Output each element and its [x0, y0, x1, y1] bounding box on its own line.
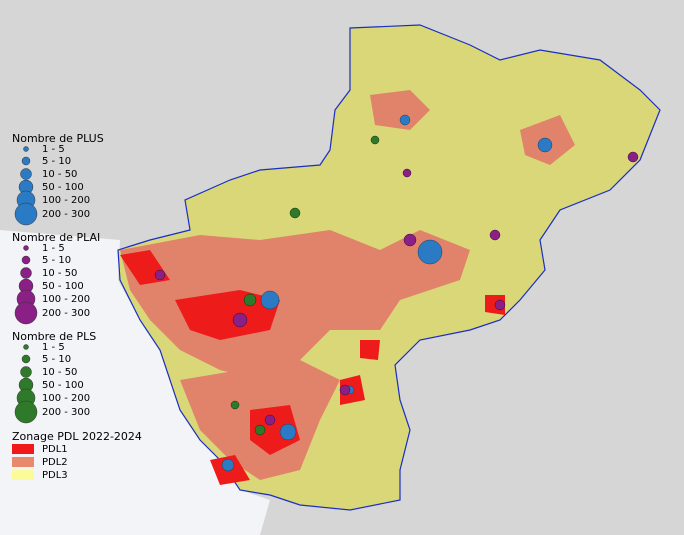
legend-label: PDL3 [42, 470, 68, 481]
legend-title: Nombre de PLUS [12, 132, 104, 145]
sea [0, 230, 270, 535]
legend-label: 5 - 10 [42, 156, 71, 167]
legend-label: 5 - 10 [42, 255, 71, 266]
legend-label: 50 - 100 [42, 281, 84, 292]
legend-symbol [21, 354, 31, 364]
legend-symbol [20, 168, 32, 180]
legend-symbol [14, 301, 38, 325]
legend-swatch [12, 444, 34, 454]
legend-label: 200 - 300 [42, 308, 90, 319]
legend-symbol [14, 202, 38, 226]
legend-label: 200 - 300 [42, 209, 90, 220]
legend-symbol [23, 245, 29, 251]
legend-swatch [12, 457, 34, 467]
legend-symbol [21, 255, 31, 265]
legend-label: 10 - 50 [42, 268, 77, 279]
pls-markers [230, 135, 380, 436]
plai-markers [154, 151, 639, 426]
legend-title: Zonage PDL 2022-2024 [12, 430, 142, 443]
legend-label: 100 - 200 [42, 294, 90, 305]
legend-swatch [12, 470, 34, 480]
legend-label: 10 - 50 [42, 169, 77, 180]
legend-label: 10 - 50 [42, 367, 77, 378]
legend-symbol [23, 146, 29, 152]
legend-label: 100 - 200 [42, 195, 90, 206]
legend-label: 1 - 5 [42, 144, 65, 155]
legend-label: 100 - 200 [42, 393, 90, 404]
plus-markers [221, 114, 553, 472]
legend-symbol [21, 156, 31, 166]
legend-label: 5 - 10 [42, 354, 71, 365]
legend-label: 1 - 5 [42, 342, 65, 353]
legend-title: Nombre de PLAI [12, 231, 100, 244]
legend-label: 200 - 300 [42, 407, 90, 418]
legend-symbol [20, 366, 32, 378]
legend-label: 50 - 100 [42, 182, 84, 193]
legend-label: PDL1 [42, 444, 68, 455]
legend-symbol [14, 400, 38, 424]
legend-symbol [23, 344, 29, 350]
legend-symbol [20, 267, 32, 279]
legend-title: Nombre de PLS [12, 330, 96, 343]
legend-label: PDL2 [42, 457, 68, 468]
legend-label: 1 - 5 [42, 243, 65, 254]
legend-label: 50 - 100 [42, 380, 84, 391]
